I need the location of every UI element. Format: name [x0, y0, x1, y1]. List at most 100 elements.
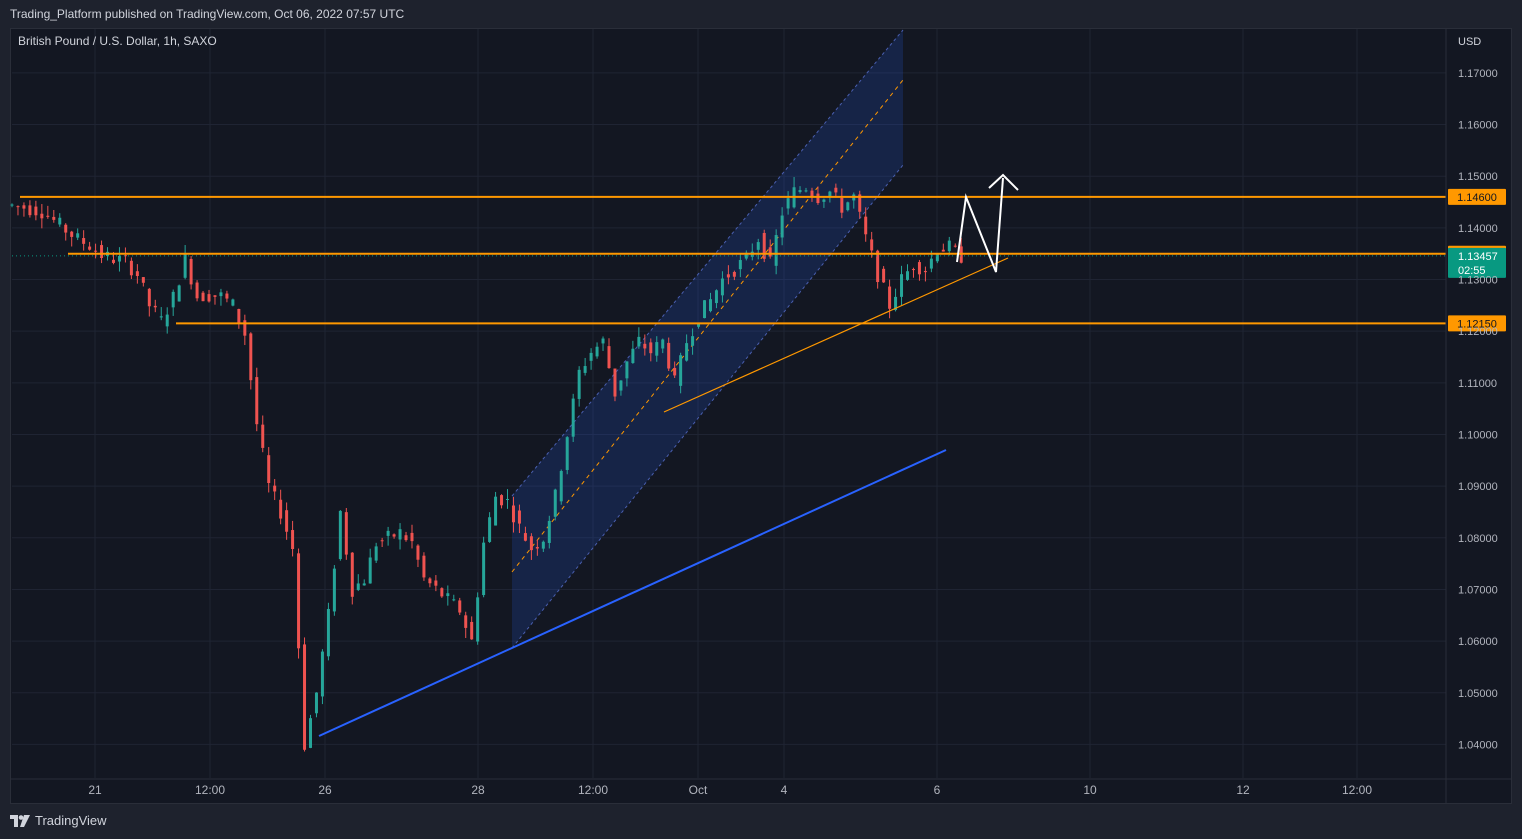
- chart-pane[interactable]: [10, 28, 1512, 804]
- candle-body: [279, 499, 283, 519]
- candle-body: [798, 190, 802, 193]
- current-price-tag: [1448, 247, 1506, 278]
- candle-body: [894, 296, 898, 311]
- regression-channel: [511, 29, 904, 649]
- candle-body: [637, 336, 641, 347]
- candle-body: [762, 232, 766, 259]
- candle-body: [135, 271, 139, 277]
- candle-body: [708, 299, 712, 312]
- candle-body: [356, 583, 360, 590]
- y-tick-label: 1.05000: [1458, 688, 1498, 700]
- candle-body: [882, 268, 886, 283]
- x-tick-label: 12:00: [195, 783, 225, 797]
- candle-body: [70, 231, 74, 237]
- candle-body: [541, 541, 545, 549]
- x-tick-label: 6: [934, 783, 941, 797]
- candle-body: [517, 510, 521, 524]
- candle-body: [410, 532, 414, 542]
- candle-body: [529, 536, 533, 551]
- candle-body: [189, 258, 193, 285]
- candle-body: [237, 309, 241, 323]
- footer-bar: [0, 806, 1522, 839]
- x-tick-label: 10: [1083, 783, 1097, 797]
- candle-body: [523, 533, 527, 541]
- channel-fill: [512, 30, 903, 648]
- candle-body: [201, 292, 205, 302]
- x-tick-label: 28: [471, 783, 485, 797]
- candle-body: [756, 242, 760, 250]
- candle-body: [810, 190, 814, 197]
- candle-body: [714, 290, 718, 304]
- candle-body: [52, 216, 56, 220]
- candle-body: [571, 398, 575, 437]
- candle-body: [231, 299, 235, 306]
- candle-body: [332, 568, 336, 612]
- candle-body: [577, 369, 581, 399]
- candle-body: [40, 213, 44, 219]
- candle-body: [225, 293, 229, 299]
- candle-body: [679, 355, 683, 386]
- candle-body: [607, 346, 611, 369]
- candle-body: [58, 217, 62, 225]
- tradingview-brand[interactable]: TradingView: [10, 813, 107, 828]
- x-tick-label: Oct: [689, 783, 708, 797]
- candle-body: [10, 204, 14, 206]
- candle-body: [506, 499, 510, 501]
- candle-body: [16, 206, 20, 208]
- projection-arrowhead: [988, 173, 1019, 191]
- candle-body: [76, 233, 80, 238]
- horizontal-level-label: 1.14600: [1457, 192, 1497, 204]
- candle-body: [601, 338, 605, 344]
- channel-midline: [511, 79, 904, 573]
- candle-body: [482, 542, 486, 596]
- channel-lower-edge: [511, 164, 904, 649]
- countdown-label: 02:55: [1458, 265, 1486, 277]
- candle-body: [374, 546, 378, 561]
- candle-body: [553, 489, 557, 517]
- candle-body: [470, 621, 474, 640]
- candle-body: [565, 437, 569, 470]
- candle-body: [320, 651, 324, 697]
- trend-drawings: [318, 173, 1019, 737]
- candle-body: [834, 187, 838, 193]
- candle-body: [326, 608, 330, 657]
- candle-body: [249, 333, 253, 381]
- candle-body: [535, 547, 539, 549]
- candle-body: [34, 206, 38, 216]
- candle-body: [935, 254, 939, 262]
- candle-body: [88, 246, 92, 250]
- candle-body: [494, 496, 498, 526]
- candle-body: [82, 238, 86, 244]
- candle-body: [476, 597, 480, 642]
- candle-body: [392, 534, 396, 537]
- tradingview-brand-text: TradingView: [35, 813, 107, 828]
- candle-body: [350, 552, 354, 597]
- candle-body: [291, 530, 295, 550]
- candle-body: [159, 316, 163, 318]
- candle-body: [344, 512, 348, 555]
- candle-body: [625, 361, 629, 379]
- candle-body: [732, 271, 736, 277]
- current-price-label: 1.13457: [1458, 251, 1498, 263]
- candle-body: [941, 249, 945, 252]
- candle-body: [183, 253, 187, 278]
- candle-body: [583, 366, 587, 373]
- candle-body: [440, 588, 444, 597]
- y-tick-label: 1.10000: [1458, 429, 1498, 441]
- x-tick-label: 4: [781, 783, 788, 797]
- x-tick-label: 12:00: [1342, 783, 1372, 797]
- candle-body: [589, 352, 593, 361]
- candle-body: [858, 194, 862, 212]
- candle-body: [129, 260, 133, 276]
- candle-body: [452, 599, 456, 601]
- candle-body: [804, 190, 808, 192]
- candle-body: [888, 286, 892, 309]
- candle-body: [744, 252, 748, 259]
- candle-body: [46, 215, 50, 217]
- candle-body: [661, 339, 665, 349]
- y-tick-label: 1.09000: [1458, 481, 1498, 493]
- candle-body: [846, 202, 850, 211]
- candle-body: [380, 540, 384, 542]
